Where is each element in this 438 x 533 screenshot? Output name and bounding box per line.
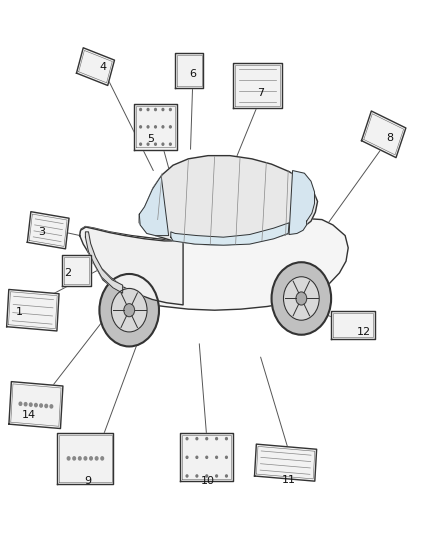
Circle shape: [155, 126, 156, 128]
Text: 5: 5: [148, 134, 155, 143]
Polygon shape: [80, 227, 183, 305]
Text: 6: 6: [189, 69, 196, 78]
Circle shape: [29, 403, 32, 406]
Circle shape: [155, 143, 156, 145]
Polygon shape: [80, 219, 348, 310]
Circle shape: [226, 438, 227, 440]
Circle shape: [140, 126, 141, 128]
Polygon shape: [77, 48, 114, 85]
Polygon shape: [139, 156, 318, 245]
Circle shape: [215, 456, 217, 458]
Circle shape: [186, 438, 188, 440]
Circle shape: [50, 405, 53, 408]
Circle shape: [206, 456, 208, 458]
Polygon shape: [9, 382, 63, 429]
Polygon shape: [134, 104, 177, 149]
Polygon shape: [139, 176, 169, 236]
Polygon shape: [175, 53, 203, 87]
Circle shape: [147, 143, 149, 145]
Circle shape: [196, 456, 198, 458]
Text: 1: 1: [16, 307, 23, 317]
Circle shape: [170, 109, 171, 110]
Polygon shape: [62, 255, 91, 286]
Polygon shape: [331, 311, 375, 339]
Circle shape: [101, 457, 103, 460]
Circle shape: [147, 109, 149, 110]
Circle shape: [67, 457, 70, 460]
Text: 7: 7: [257, 88, 264, 98]
Circle shape: [35, 403, 37, 407]
Circle shape: [90, 457, 92, 460]
Circle shape: [162, 143, 164, 145]
Text: 8: 8: [386, 133, 393, 142]
Text: 11: 11: [282, 475, 296, 484]
Text: 4: 4: [99, 62, 106, 71]
Circle shape: [155, 109, 156, 110]
Circle shape: [215, 475, 217, 477]
Circle shape: [170, 143, 171, 145]
Circle shape: [215, 438, 217, 440]
Circle shape: [206, 438, 208, 440]
Circle shape: [170, 126, 171, 128]
Circle shape: [226, 475, 227, 477]
Polygon shape: [27, 212, 69, 249]
Circle shape: [186, 475, 188, 477]
Text: 12: 12: [357, 327, 371, 336]
Text: 2: 2: [64, 268, 71, 278]
Circle shape: [196, 438, 198, 440]
Text: 10: 10: [201, 476, 215, 486]
Circle shape: [84, 457, 87, 460]
Circle shape: [162, 126, 164, 128]
Polygon shape: [233, 63, 282, 108]
Text: 3: 3: [38, 227, 45, 237]
Text: 14: 14: [21, 410, 35, 419]
Circle shape: [99, 274, 159, 346]
Circle shape: [140, 109, 141, 110]
Polygon shape: [171, 223, 289, 245]
Polygon shape: [180, 433, 233, 481]
Circle shape: [196, 475, 198, 477]
Circle shape: [283, 277, 319, 320]
Polygon shape: [289, 171, 314, 235]
Circle shape: [19, 402, 22, 406]
Circle shape: [296, 292, 307, 305]
Circle shape: [40, 404, 42, 407]
Circle shape: [272, 262, 331, 335]
Circle shape: [226, 456, 227, 458]
Circle shape: [124, 304, 134, 317]
Circle shape: [206, 475, 208, 477]
Circle shape: [73, 457, 75, 460]
Circle shape: [24, 402, 27, 406]
Polygon shape: [85, 232, 123, 293]
Circle shape: [147, 126, 149, 128]
Circle shape: [95, 457, 98, 460]
Polygon shape: [57, 433, 113, 484]
Circle shape: [45, 405, 48, 408]
Polygon shape: [7, 289, 59, 331]
Circle shape: [78, 457, 81, 460]
Polygon shape: [361, 111, 406, 158]
Text: 9: 9: [84, 476, 91, 486]
Circle shape: [111, 288, 147, 332]
Circle shape: [162, 109, 164, 110]
Polygon shape: [254, 444, 317, 481]
Circle shape: [140, 143, 141, 145]
Circle shape: [186, 456, 188, 458]
